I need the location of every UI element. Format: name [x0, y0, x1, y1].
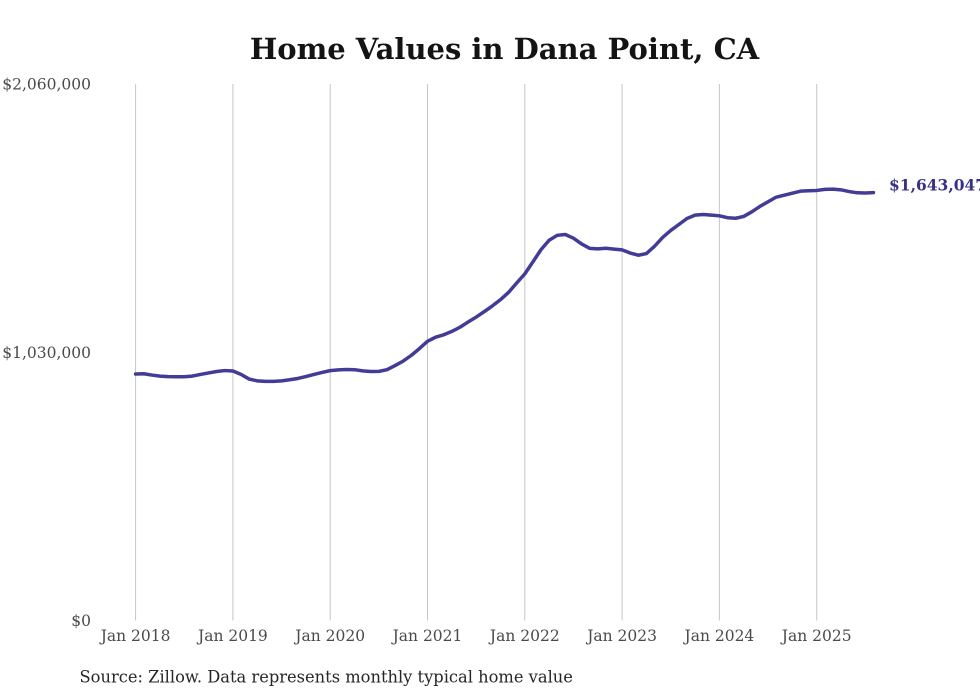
x-axis-tick-labels: Jan 2018 Jan 2019 Jan 2020 Jan 2021 Jan 2022…	[99, 627, 852, 645]
x-tick-label: Jan 2025	[780, 627, 852, 645]
x-tick-label: Jan 2024	[682, 627, 754, 645]
home-value-line	[133, 187, 876, 384]
y-tick-label: $0	[71, 612, 91, 630]
x-tick-label: Jan 2022	[488, 627, 560, 645]
x-tick-label: Jan 2021	[391, 627, 463, 645]
x-tick-label: Jan 2023	[585, 627, 657, 645]
source-note: Source: Zillow. Data represents monthly …	[80, 668, 573, 687]
y-tick-label: $2,060,000	[2, 76, 91, 94]
latest-value-label: $1,643,047	[889, 176, 980, 195]
y-tick-label: $1,030,000	[2, 344, 91, 362]
x-tick-label: Jan 2020	[293, 627, 365, 645]
year-gridlines	[135, 84, 818, 621]
x-tick-label: Jan 2018	[99, 627, 171, 645]
x-tick-label: Jan 2019	[196, 627, 268, 645]
chart-title: Home Values in Dana Point, CA	[250, 32, 760, 66]
y-axis-tick-labels: $0 $1,030,000 $2,060,000	[2, 76, 91, 630]
